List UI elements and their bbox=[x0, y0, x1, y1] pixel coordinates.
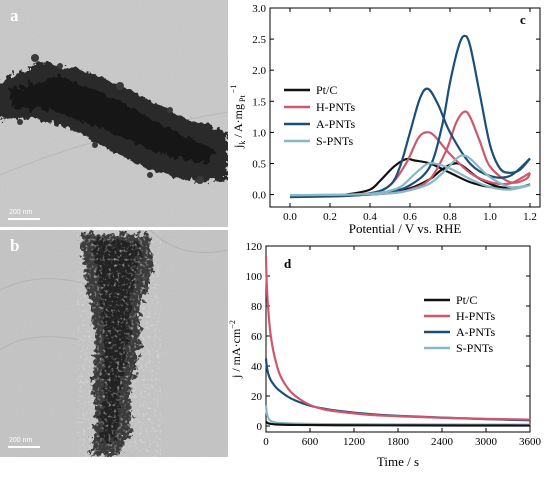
y-tick-label: 0 bbox=[257, 421, 263, 433]
x-tick-label: 0.6 bbox=[403, 211, 417, 223]
series-line-a-pnts bbox=[264, 358, 531, 422]
tem-image-a: a 200 nm bbox=[0, 0, 228, 227]
x-tick-label: 3000 bbox=[475, 436, 498, 448]
y-axis-label-main: j / mA·cm bbox=[229, 328, 243, 379]
series-line-pt-c-backward bbox=[289, 157, 531, 198]
y-axis-label-main: j bbox=[231, 145, 245, 149]
legend-label: A-PNTs bbox=[316, 117, 355, 131]
chart-c: 0.0 0.2 0.4 0.6 0.8 1.0 1.2 0.0 0.5 1.0 1.5 2.0 2.5 3… bbox=[228, 0, 548, 240]
x-tick-label: 0.8 bbox=[443, 211, 457, 223]
scale-bar-a bbox=[8, 218, 40, 220]
y-tick-label: 120 bbox=[246, 241, 263, 253]
tem-image-a-graphic bbox=[0, 0, 228, 227]
y-axis-label: j / mA·cm−2 bbox=[228, 320, 243, 379]
y-tick-label: 2.5 bbox=[252, 34, 266, 46]
tem-image-b-graphic bbox=[0, 230, 228, 457]
x-tick-label: 2400 bbox=[431, 436, 454, 448]
legend-label: H-PNTs bbox=[456, 309, 495, 323]
legend-label: S-PNTs bbox=[456, 341, 494, 355]
y-axis-label-unit-sup: −1 bbox=[229, 85, 238, 96]
tem-image-b: b 200 nm bbox=[0, 230, 228, 457]
y-axis-label-sup: −2 bbox=[228, 320, 237, 329]
chart-d-plot: 0 600 1200 1800 2400 3000 3600 0 20 40 60 80 100 120 P… bbox=[228, 241, 542, 469]
series-line-s-pnts-backward bbox=[289, 162, 531, 197]
series-line-h-pnts bbox=[264, 256, 531, 421]
panel-label-d: d bbox=[284, 256, 292, 271]
chart-c-plot: 0.0 0.2 0.4 0.6 0.8 1.0 1.2 0.0 0.5 1.0 1.5 2.0 2.5 3… bbox=[229, 3, 541, 236]
y-tick-label: 0.5 bbox=[252, 158, 266, 170]
panel-label-a: a bbox=[10, 6, 19, 25]
panel-label-b: b bbox=[10, 236, 20, 255]
x-tick-label: 0.4 bbox=[363, 211, 377, 223]
y-tick-label: 60 bbox=[251, 331, 263, 343]
series-line-a-pnts-forward bbox=[289, 34, 531, 199]
scale-bar-b bbox=[8, 446, 40, 448]
scale-bar-label-a: 200 nm bbox=[9, 209, 33, 216]
x-tick-label: 600 bbox=[302, 436, 319, 448]
x-tick-label: 0.0 bbox=[283, 211, 297, 223]
legend-label: A-PNTs bbox=[456, 325, 495, 339]
x-tick-label: 3600 bbox=[519, 436, 542, 448]
chart-d: 0 600 1200 1800 2400 3000 3600 0 20 40 60 80 100 120 P… bbox=[228, 238, 548, 479]
y-tick-label: 80 bbox=[251, 301, 263, 313]
legend-label: Pt/C bbox=[456, 293, 477, 307]
series-line-s-pnts-forward bbox=[289, 154, 531, 197]
legend-label: S-PNTs bbox=[316, 134, 354, 148]
legend-label: Pt/C bbox=[316, 83, 337, 97]
y-axis-label: jk / A·mg Pt −1 bbox=[229, 85, 247, 149]
x-axis-label: Time / s bbox=[377, 454, 419, 469]
y-tick-label: 1.0 bbox=[252, 127, 266, 139]
series-line-pt-c bbox=[265, 420, 531, 427]
x-tick-label: 1.0 bbox=[483, 211, 497, 223]
x-tick-label: 1200 bbox=[343, 436, 366, 448]
y-tick-label: 1.5 bbox=[252, 96, 266, 108]
x-tick-label: 1.2 bbox=[523, 211, 537, 223]
panel-label-c: c bbox=[520, 12, 526, 27]
y-tick-label: 20 bbox=[251, 391, 263, 403]
x-tick-label: 1800 bbox=[387, 436, 410, 448]
plot-frame bbox=[269, 7, 541, 208]
x-tick-label: 0.2 bbox=[323, 211, 337, 223]
y-tick-label: 40 bbox=[251, 361, 263, 373]
y-axis-label-sub: k bbox=[238, 141, 247, 145]
x-tick-label: 0 bbox=[263, 436, 269, 448]
scale-bar-label-b: 200 nm bbox=[9, 437, 33, 444]
y-tick-label: 3.0 bbox=[252, 3, 266, 15]
x-axis-label: Potential / V vs. RHE bbox=[349, 221, 462, 236]
y-tick-label: 0.0 bbox=[252, 190, 266, 202]
y-tick-label: 100 bbox=[246, 271, 263, 283]
legend-label: H-PNTs bbox=[316, 100, 355, 114]
y-tick-label: 2.0 bbox=[252, 65, 266, 77]
y-axis-label-unit: / A·mg bbox=[231, 104, 245, 141]
y-axis-label-unit-sub: Pt bbox=[238, 95, 247, 104]
